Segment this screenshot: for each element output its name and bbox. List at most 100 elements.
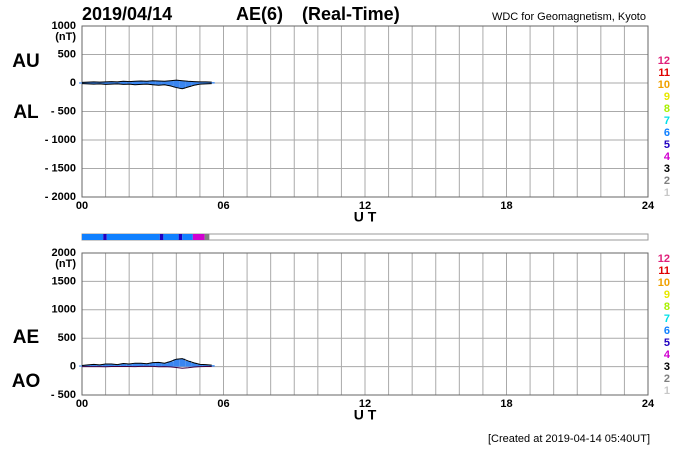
- fill-band: [143, 363, 150, 367]
- fill-band: [179, 80, 186, 89]
- legend-entry: 9: [664, 91, 670, 103]
- series-line: [81, 358, 212, 366]
- x-tick-label: 12: [359, 398, 371, 410]
- activity-segment: [192, 234, 205, 240]
- fill-band: [202, 364, 209, 367]
- fill-band: [149, 362, 156, 367]
- legend-entry: 7: [664, 115, 670, 127]
- fill-band: [191, 81, 197, 86]
- fill-band: [90, 364, 97, 367]
- fill-band: [126, 364, 133, 367]
- fill-band: [84, 364, 91, 367]
- fill-band: [96, 82, 103, 84]
- activity-segment: [103, 234, 107, 240]
- x-tick-label: 24: [642, 398, 655, 410]
- y-tick-label: 0: [70, 77, 76, 89]
- mode-title: (Real-Time): [302, 4, 400, 24]
- fill-band: [155, 362, 162, 367]
- legend-entry: 12: [658, 253, 670, 265]
- series-name: AL: [13, 102, 39, 123]
- fill-band: [132, 363, 139, 367]
- legend-entry: 6: [664, 325, 670, 337]
- activity-segment: [159, 234, 164, 240]
- activity-segment: [204, 234, 210, 240]
- fill-band: [191, 362, 197, 367]
- legend-entry: 6: [664, 127, 670, 139]
- y-tick-label: - 2000: [45, 191, 76, 203]
- series-name: AE: [13, 327, 39, 348]
- fill-band: [79, 365, 85, 367]
- legend-entry: 2: [664, 373, 670, 385]
- fill-band: [143, 81, 150, 85]
- fill-band: [173, 359, 180, 367]
- date-title: 2019/04/14: [82, 4, 172, 24]
- activity-segment: [106, 234, 160, 240]
- legend-entry: 11: [658, 265, 670, 277]
- fill-band: [173, 80, 180, 88]
- fill-band: [114, 81, 121, 84]
- x-tick-label: 18: [500, 398, 512, 410]
- legend-entry: 4: [664, 151, 671, 163]
- fill-band: [202, 81, 209, 84]
- series-line: [81, 83, 212, 90]
- legend-entry: 1: [664, 385, 670, 397]
- y-tick-label: - 500: [51, 105, 76, 117]
- series-line: [81, 79, 212, 83]
- y-tick-label: - 1000: [45, 134, 76, 146]
- activity-segment: [178, 234, 183, 240]
- x-axis-label: U T: [354, 209, 377, 225]
- fill-band: [161, 363, 168, 367]
- fill-band: [155, 81, 162, 86]
- y-tick-label: 2000: [52, 247, 76, 259]
- legend-entry: 5: [664, 139, 670, 151]
- x-tick-label: 06: [217, 398, 229, 410]
- x-tick-label: 06: [217, 200, 229, 212]
- fill-band: [102, 81, 109, 85]
- activity-segment: [163, 234, 179, 240]
- fill-band: [84, 82, 91, 84]
- index-title: AE(6): [236, 4, 283, 24]
- legend-entry: 8: [664, 103, 670, 115]
- fill-band: [138, 363, 144, 367]
- fill-band: [196, 81, 203, 85]
- footer: [Created at 2019-04-14 05:40UT]: [488, 433, 650, 445]
- y-tick-label: 500: [58, 332, 76, 344]
- fill-band: [108, 364, 115, 367]
- x-tick-label: 00: [76, 398, 88, 410]
- series-name: AO: [12, 371, 41, 392]
- source: WDC for Geomagnetism, Kyoto: [492, 11, 646, 23]
- legend-entry: 12: [658, 55, 670, 67]
- series-name: AU: [12, 51, 39, 72]
- legend-entry: 2: [664, 175, 670, 187]
- legend-entry: 8: [664, 301, 670, 313]
- legend-entry: 5: [664, 337, 670, 349]
- x-axis-label: U T: [354, 407, 377, 423]
- fill-band: [114, 364, 121, 367]
- y-unit: (nT): [55, 258, 76, 270]
- y-tick-label: 1000: [52, 304, 76, 316]
- fill-band: [108, 81, 115, 85]
- legend-entry: 9: [664, 289, 670, 301]
- series-line: [82, 365, 212, 369]
- fill-band: [126, 81, 133, 85]
- legend-entry: 11: [658, 67, 670, 79]
- x-tick-label: 00: [76, 200, 88, 212]
- y-tick-label: - 500: [51, 389, 76, 401]
- plot-frame: [81, 252, 649, 396]
- x-tick-label: 12: [359, 200, 371, 212]
- y-tick-label: 1500: [52, 275, 76, 287]
- fill-band: [208, 82, 215, 84]
- fill-band: [102, 364, 109, 367]
- fill-band: [167, 80, 174, 86]
- fill-band: [90, 81, 97, 85]
- fill-band: [96, 364, 103, 367]
- fill-band: [185, 81, 192, 87]
- fill-band: [196, 364, 203, 367]
- activity-segment: [82, 234, 104, 240]
- y-tick-label: 1000: [52, 20, 76, 32]
- legend-entry: 10: [658, 79, 670, 91]
- fill-band: [208, 365, 215, 367]
- legend-entry: 3: [664, 361, 670, 373]
- fill-band: [132, 81, 139, 85]
